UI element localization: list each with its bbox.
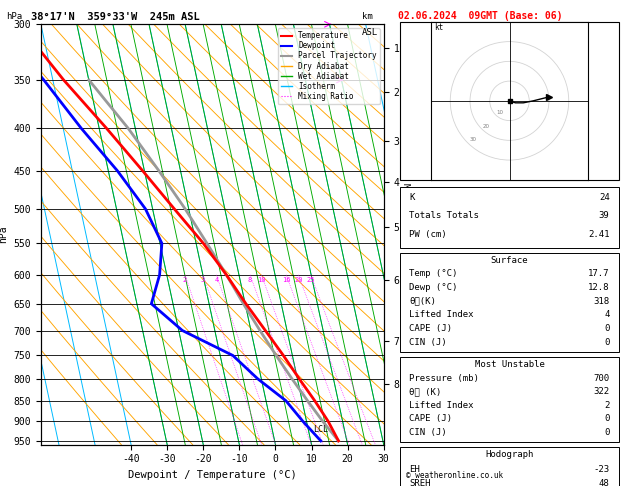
Text: 700: 700 — [593, 374, 610, 382]
Text: 17.7: 17.7 — [588, 269, 610, 278]
Text: 48: 48 — [599, 479, 610, 486]
Text: 24: 24 — [599, 193, 610, 202]
Text: 25: 25 — [306, 277, 315, 283]
Y-axis label: hPa: hPa — [0, 226, 8, 243]
Text: θᴄ (K): θᴄ (K) — [409, 387, 442, 396]
X-axis label: Dewpoint / Temperature (°C): Dewpoint / Temperature (°C) — [128, 470, 297, 480]
Text: 20: 20 — [294, 277, 303, 283]
Text: 10: 10 — [496, 110, 503, 115]
Text: Most Unstable: Most Unstable — [474, 360, 545, 369]
Text: 2: 2 — [604, 400, 610, 410]
Bar — [400, 253, 619, 352]
Text: Lifted Index: Lifted Index — [409, 400, 474, 410]
Text: 4: 4 — [604, 311, 610, 319]
Bar — [400, 357, 619, 442]
Text: 0: 0 — [604, 428, 610, 436]
Text: SREH: SREH — [409, 479, 431, 486]
Text: 2: 2 — [183, 277, 187, 283]
Text: Surface: Surface — [491, 256, 528, 265]
Text: PW (cm): PW (cm) — [409, 229, 447, 239]
Y-axis label: Mixing Ratio (g/kg): Mixing Ratio (g/kg) — [401, 183, 410, 286]
Text: Dewp (°C): Dewp (°C) — [409, 283, 458, 292]
Text: CAPE (J): CAPE (J) — [409, 324, 452, 333]
Text: 30: 30 — [469, 137, 476, 142]
Text: 4: 4 — [214, 277, 218, 283]
Text: Temp (°C): Temp (°C) — [409, 269, 458, 278]
Bar — [400, 187, 619, 248]
Bar — [400, 22, 619, 180]
Text: 12.8: 12.8 — [588, 283, 610, 292]
Text: 2.41: 2.41 — [588, 229, 610, 239]
Text: EH: EH — [409, 465, 420, 474]
Text: 16: 16 — [282, 277, 291, 283]
Text: hPa: hPa — [6, 12, 23, 21]
Text: km: km — [362, 12, 372, 21]
Text: 02.06.2024  09GMT (Base: 06): 02.06.2024 09GMT (Base: 06) — [398, 11, 562, 21]
Bar — [400, 447, 619, 486]
Text: K: K — [409, 193, 415, 202]
Text: CAPE (J): CAPE (J) — [409, 414, 452, 423]
Text: 0: 0 — [604, 338, 610, 347]
Text: 0: 0 — [604, 324, 610, 333]
Text: kt: kt — [435, 23, 443, 32]
Text: 20: 20 — [482, 124, 489, 129]
Text: LCL: LCL — [313, 425, 328, 434]
Text: Lifted Index: Lifted Index — [409, 311, 474, 319]
Text: 318: 318 — [593, 296, 610, 306]
Text: -23: -23 — [593, 465, 610, 474]
Text: CIN (J): CIN (J) — [409, 338, 447, 347]
Text: © weatheronline.co.uk: © weatheronline.co.uk — [406, 471, 503, 480]
Text: 3: 3 — [201, 277, 205, 283]
Text: CIN (J): CIN (J) — [409, 428, 447, 436]
Text: Hodograph: Hodograph — [486, 451, 533, 459]
Text: 10: 10 — [257, 277, 265, 283]
Text: Pressure (mb): Pressure (mb) — [409, 374, 479, 382]
Text: 8: 8 — [248, 277, 252, 283]
Text: 0: 0 — [604, 414, 610, 423]
Text: θᴄ(K): θᴄ(K) — [409, 296, 437, 306]
Text: ASL: ASL — [362, 28, 378, 37]
Text: 39: 39 — [599, 211, 610, 220]
Text: 322: 322 — [593, 387, 610, 396]
Legend: Temperature, Dewpoint, Parcel Trajectory, Dry Adiabat, Wet Adiabat, Isotherm, Mi: Temperature, Dewpoint, Parcel Trajectory… — [277, 28, 380, 104]
Text: 38°17'N  359°33'W  245m ASL: 38°17'N 359°33'W 245m ASL — [31, 12, 200, 22]
Text: Totals Totals: Totals Totals — [409, 211, 479, 220]
